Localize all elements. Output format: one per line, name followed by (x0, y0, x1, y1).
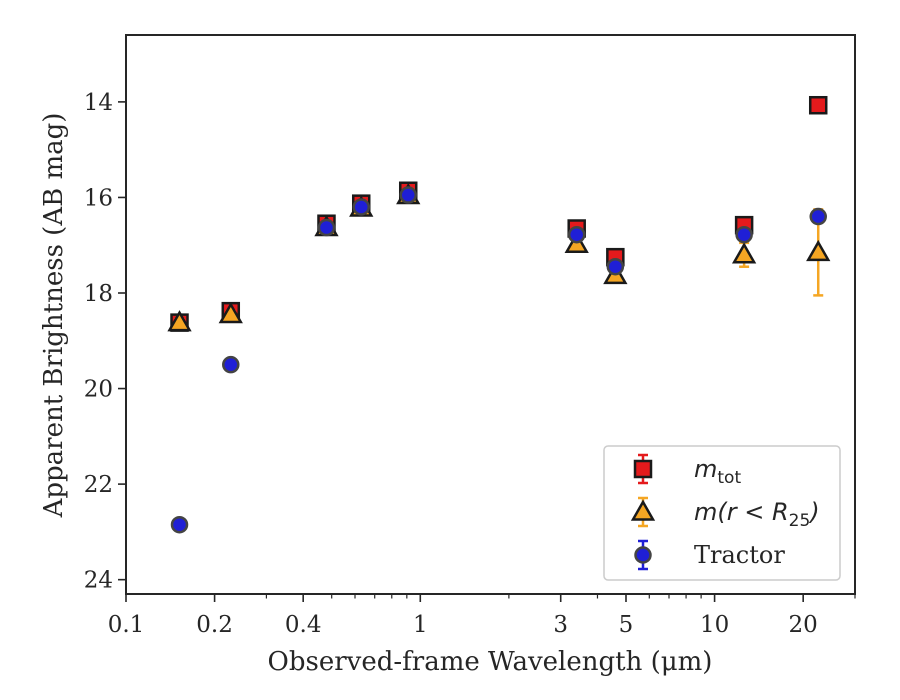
y-tick-label: 14 (84, 90, 113, 116)
x-axis-title: Observed-frame Wavelength (μm) (268, 647, 713, 677)
data-point (222, 355, 240, 374)
x-tick-label: 20 (789, 612, 818, 638)
x-tick-label: 3 (553, 612, 568, 638)
data-point (317, 218, 336, 237)
data-point (352, 198, 370, 216)
data-point (218, 301, 243, 324)
legend-label: m(r < R25) (694, 498, 820, 531)
x-tick-label: 0.4 (285, 612, 322, 638)
data-point (170, 515, 189, 534)
x-tick-label: 0.2 (196, 612, 233, 638)
data-points (167, 95, 831, 534)
y-tick-label: 24 (84, 568, 113, 594)
legend-box (603, 445, 841, 581)
y-axis-title: Apparent Brightness (AB mag) (39, 113, 69, 519)
data-point (167, 310, 192, 332)
data-point (731, 242, 757, 264)
x-axis: 0.1 0.2 0.4 1 3 5 10 20 (108, 594, 856, 638)
data-point (735, 225, 753, 244)
data-point (567, 225, 586, 244)
x-tick-label: 1 (413, 612, 428, 638)
series-circle (170, 186, 827, 534)
legend-label: Tractor (694, 541, 785, 569)
legend-marker (633, 459, 653, 479)
legend-marker (634, 546, 652, 564)
x-tick-label: 0.1 (108, 612, 145, 638)
y-tick-label: 18 (84, 281, 113, 307)
y-tick-label: 16 (84, 185, 113, 211)
y-tick-label: 22 (84, 472, 113, 498)
data-point (806, 239, 831, 262)
data-point (606, 257, 625, 276)
series-triangle (167, 183, 831, 332)
legend-marker (630, 499, 656, 521)
y-tick-label: 20 (84, 377, 113, 403)
x-tick-label: 5 (619, 612, 634, 638)
legend-label: mtot (694, 455, 741, 488)
data-point (399, 186, 417, 204)
series-square (170, 95, 828, 332)
data-point (808, 95, 828, 115)
x-tick-label: 10 (700, 612, 729, 638)
legend: mtot m(r < R25) Tractor (603, 445, 841, 581)
data-point (809, 207, 827, 226)
plot-frame (125, 34, 856, 595)
y-axis: 14 16 18 20 22 24 (84, 90, 126, 594)
